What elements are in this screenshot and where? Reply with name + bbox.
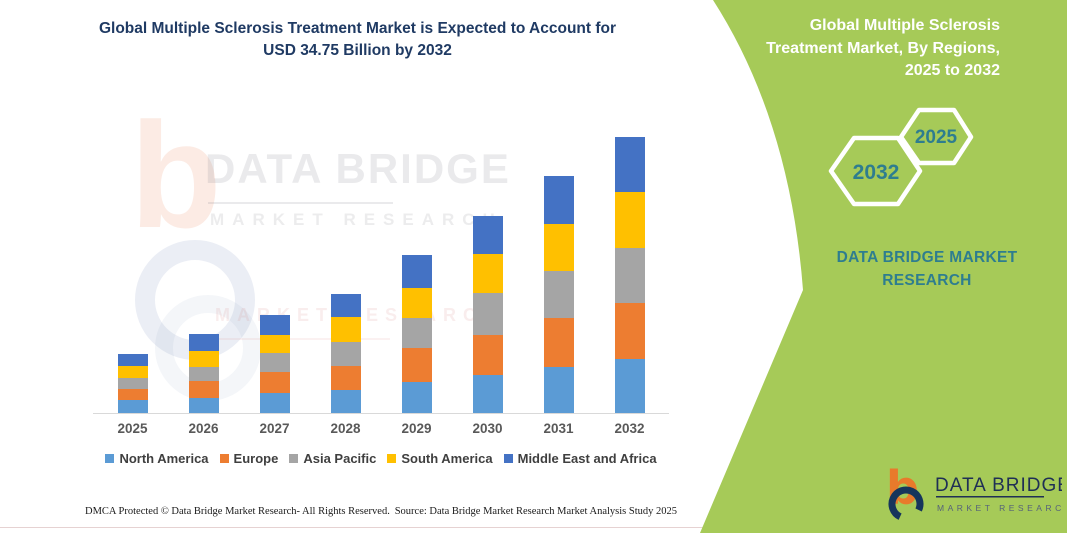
segment-europe [330, 365, 361, 390]
x-axis-label-2028: 2028 [330, 421, 361, 436]
legend-label: South America [401, 451, 493, 466]
segment-north-america [188, 398, 219, 413]
segment-europe [543, 318, 574, 367]
legend-item-north-america: North America [105, 451, 209, 466]
segment-south-america [401, 287, 432, 319]
segment-south-america [188, 350, 219, 367]
hexagon-2032: 2032 [828, 135, 923, 207]
x-axis-label-2030: 2030 [472, 421, 503, 436]
plot-area [95, 127, 667, 413]
segment-europe [188, 380, 219, 399]
panel-heading: Global Multiple Sclerosis Treatment Mark… [766, 17, 1000, 80]
legend-label: Middle East and Africa [517, 451, 657, 466]
segment-north-america [259, 393, 290, 413]
segment-north-america [401, 382, 432, 413]
segment-north-america [543, 366, 574, 413]
hexagon-2025-label: 2025 [915, 127, 958, 148]
stacked-bar-2027 [259, 314, 290, 413]
segment-south-america [614, 191, 645, 248]
segment-europe [401, 348, 432, 383]
legend-marker-icon [387, 454, 397, 463]
stacked-bar-2031 [543, 176, 574, 413]
logo-name-text: DATA BRIDGE [935, 475, 1062, 496]
x-axis-label-2029: 2029 [401, 421, 432, 436]
legend-item-south-america: South America [387, 451, 493, 466]
hexagon-2032-label: 2032 [853, 161, 900, 184]
segment-europe [614, 302, 645, 359]
legend-marker-icon [503, 454, 513, 463]
legend-item-asia-pacific: Asia Pacific [289, 451, 376, 466]
legend-label: Asia Pacific [303, 451, 377, 466]
x-axis-line [93, 413, 669, 414]
stacked-bar-2025 [117, 353, 148, 413]
x-axis-label-2027: 2027 [259, 421, 290, 436]
x-axis-label-2025: 2025 [117, 421, 148, 436]
stacked-bar-2029 [401, 255, 432, 413]
stacked-bar-2028 [330, 294, 361, 413]
legend-item-middle-east-and-africa: Middle East and Africa [503, 451, 657, 466]
logo-sub-text: MARKET RESEARCH [937, 503, 1062, 513]
logo-divider [936, 496, 1044, 498]
segment-middle-east-and-africa [543, 176, 574, 225]
stacked-bar-2030 [472, 215, 503, 413]
x-axis-label-2026: 2026 [188, 421, 219, 436]
legend-marker-icon [289, 454, 299, 463]
segment-asia-pacific [188, 366, 219, 381]
segment-asia-pacific [472, 293, 503, 335]
segment-asia-pacific [401, 318, 432, 349]
stacked-bar-2026 [188, 334, 219, 413]
legend-label: Europe [233, 451, 279, 466]
segment-middle-east-and-africa [117, 353, 148, 366]
segment-asia-pacific [259, 353, 290, 373]
segment-north-america [472, 374, 503, 413]
legend-marker-icon [219, 454, 229, 463]
footer-dmca-text: DMCA Protected © Data Bridge Market Rese… [85, 506, 390, 517]
segment-south-america [259, 334, 290, 354]
bottom-divider [0, 527, 720, 528]
x-axis-labels: 2025 2026 2027 2028 2029 2030 2031 2032 [95, 421, 667, 441]
segment-north-america [117, 400, 148, 413]
segment-middle-east-and-africa [188, 334, 219, 351]
brand-text: DATA BRIDGE MARKET RESEARCH [836, 249, 1018, 290]
segment-europe [472, 334, 503, 375]
segment-middle-east-and-africa [614, 136, 645, 192]
segment-asia-pacific [543, 270, 574, 319]
footer: DMCA Protected © Data Bridge Market Rese… [85, 506, 677, 517]
chart-title: Global Multiple Sclerosis Treatment Mark… [98, 20, 617, 60]
segment-south-america [330, 317, 361, 343]
segment-south-america [472, 253, 503, 294]
segment-north-america [614, 358, 645, 413]
segment-middle-east-and-africa [472, 215, 503, 254]
segment-middle-east-and-africa [401, 255, 432, 288]
hexagon-2025: 2025 [898, 107, 974, 166]
data-bridge-logo: b DATA BRIDGE MARKET RESEARCH [886, 464, 1062, 522]
segment-north-america [330, 389, 361, 413]
x-axis-label-2031: 2031 [543, 421, 574, 436]
legend-item-europe: Europe [219, 451, 279, 466]
segment-europe [117, 389, 148, 401]
segment-south-america [543, 224, 574, 271]
segment-middle-east-and-africa [330, 294, 361, 318]
segment-europe [259, 372, 290, 393]
stacked-bar-2032 [614, 136, 645, 413]
segment-asia-pacific [614, 247, 645, 303]
legend-label: North America [119, 451, 209, 466]
segment-middle-east-and-africa [259, 314, 290, 335]
chart-legend: North America Europe Asia Pacific South Ame… [85, 451, 677, 466]
footer-source-text: Source: Data Bridge Market Research Mark… [394, 506, 677, 517]
segment-south-america [117, 365, 148, 379]
segment-asia-pacific [117, 378, 148, 390]
segment-asia-pacific [330, 342, 361, 366]
legend-marker-icon [105, 454, 115, 463]
x-axis-label-2032: 2032 [614, 421, 645, 436]
